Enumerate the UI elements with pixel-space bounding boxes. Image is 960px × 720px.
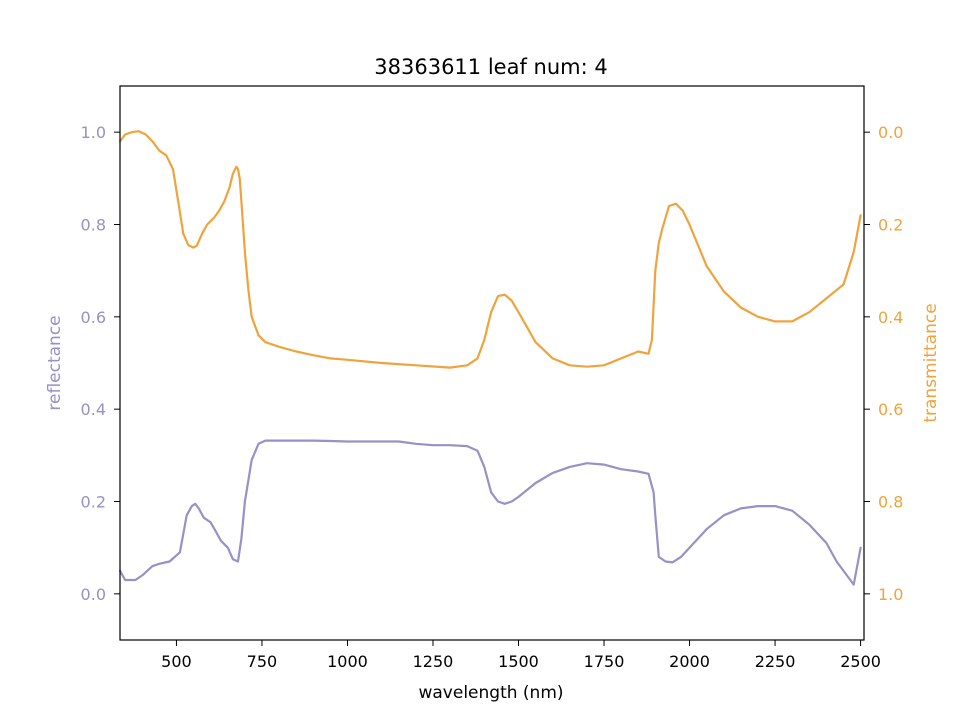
- x-tick-label: 1750: [584, 652, 625, 671]
- right-y-tick-label: 0.6: [878, 400, 903, 419]
- x-tick-label: 500: [161, 652, 192, 671]
- left-y-tick-label: 0.2: [81, 493, 106, 512]
- right-axis: 0.0 0.2 0.4 0.6 0.8 1.0: [864, 123, 903, 604]
- x-tick-label: 1500: [498, 652, 539, 671]
- x-tick-label: 2250: [755, 652, 796, 671]
- chart-title: 38363611 leaf num: 4: [374, 55, 607, 79]
- right-y-tick-label: 0.4: [878, 308, 903, 327]
- right-y-tick-label: 0.2: [878, 216, 903, 235]
- right-y-tick-label: 0.8: [878, 493, 903, 512]
- x-tick-label: 1250: [413, 652, 454, 671]
- right-y-tick-label: 1.0: [878, 585, 903, 604]
- right-axis-title: transmittance: [921, 303, 941, 422]
- left-y-tick-label: 1.0: [81, 123, 106, 142]
- plot-frame: [119, 85, 865, 641]
- left-y-tick-label: 0.6: [81, 308, 106, 327]
- left-axis: 0.0 0.2 0.4 0.6 0.8 1.0: [81, 123, 120, 604]
- left-y-tick-label: 0.8: [81, 216, 106, 235]
- series-layer: [118, 130, 862, 586]
- left-axis-title: reflectance: [45, 315, 65, 410]
- left-y-tick-label: 0.4: [81, 400, 106, 419]
- right-y-tick-label: 0.0: [878, 123, 903, 142]
- x-tick-label: 1000: [327, 652, 368, 671]
- x-axis-title: wavelength (nm): [418, 683, 563, 703]
- x-tick-label: 2500: [840, 652, 881, 671]
- x-axis: 500 750 1000 1250 1500 1750 2000 2250 2500: [161, 640, 881, 671]
- x-tick-label: 750: [247, 652, 278, 671]
- x-tick-label: 2000: [669, 652, 710, 671]
- transmittance-series-line: [118, 130, 862, 369]
- reflectance-series-line: [118, 439, 862, 586]
- left-y-tick-label: 0.0: [81, 585, 106, 604]
